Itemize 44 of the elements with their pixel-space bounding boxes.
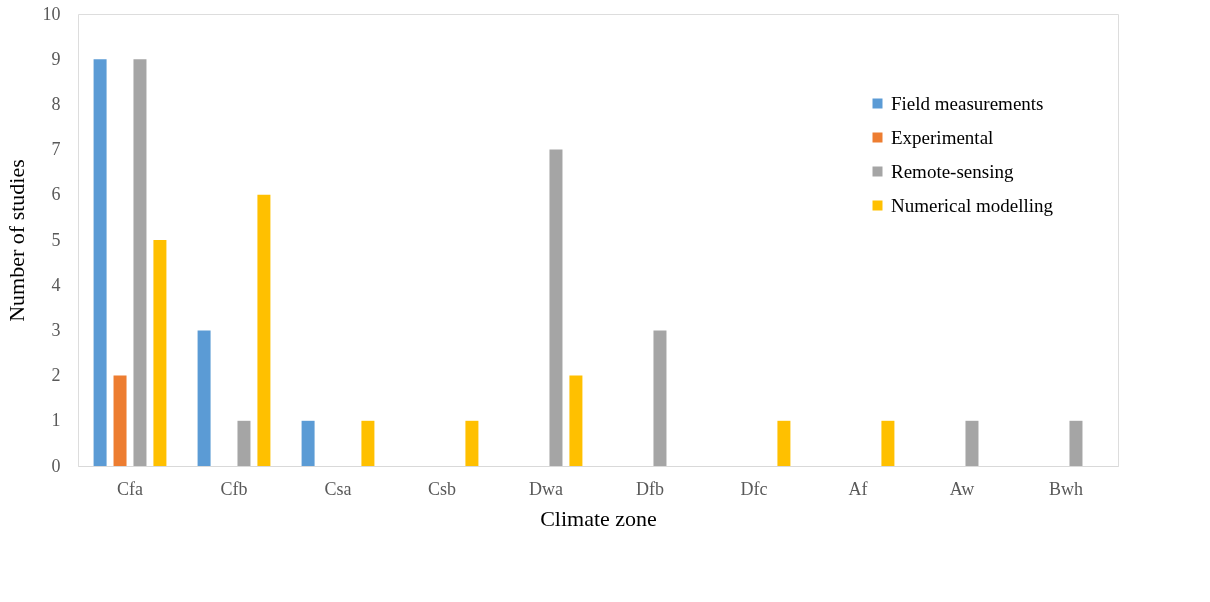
bar — [965, 420, 979, 466]
x-axis-title: Climate zone — [540, 505, 657, 531]
x-tick-label: Cfa — [117, 478, 143, 499]
y-tick-label: 5 — [51, 229, 61, 250]
bar — [1069, 420, 1083, 466]
x-tick-label: Aw — [949, 478, 975, 499]
y-axis-title: Number of studies — [3, 159, 29, 322]
y-tick-label: 0 — [51, 455, 61, 476]
x-tick-label: Dfc — [740, 478, 768, 499]
bar — [881, 420, 895, 466]
bar — [777, 420, 791, 466]
bar — [197, 330, 211, 466]
bar — [361, 420, 375, 466]
y-tick-label: 6 — [51, 184, 61, 205]
bar — [465, 420, 479, 466]
legend-label: Remote-sensing — [891, 160, 1014, 182]
x-tick-label: Af — [848, 478, 868, 499]
bar — [257, 194, 271, 466]
x-tick-label: Csa — [324, 478, 352, 499]
legend-label: Numerical modelling — [891, 194, 1054, 216]
bar — [153, 240, 167, 466]
legend-label: Experimental — [891, 126, 994, 148]
bar — [113, 375, 127, 466]
bar — [133, 59, 147, 466]
x-tick-label: Cfb — [220, 478, 248, 499]
x-tick-label: Dwa — [529, 478, 563, 499]
y-tick-label: 2 — [51, 365, 61, 386]
y-tick-label: 3 — [51, 319, 61, 340]
y-tick-label: 10 — [42, 3, 61, 24]
y-tick-label: 4 — [51, 274, 61, 295]
bar — [569, 375, 583, 466]
x-tick-label: Csb — [427, 478, 457, 499]
bar — [237, 420, 251, 466]
y-tick-label: 7 — [51, 139, 61, 160]
y-tick-label: 1 — [51, 410, 61, 431]
legend-label: Field measurements — [891, 92, 1044, 114]
bar — [653, 330, 667, 466]
bar — [301, 420, 315, 466]
bar — [93, 59, 107, 466]
bar — [549, 149, 563, 466]
x-tick-label: Dfb — [636, 478, 664, 499]
y-tick-label: 9 — [51, 48, 61, 69]
y-tick-label: 8 — [51, 93, 61, 114]
x-tick-label: Bwh — [1048, 478, 1084, 499]
